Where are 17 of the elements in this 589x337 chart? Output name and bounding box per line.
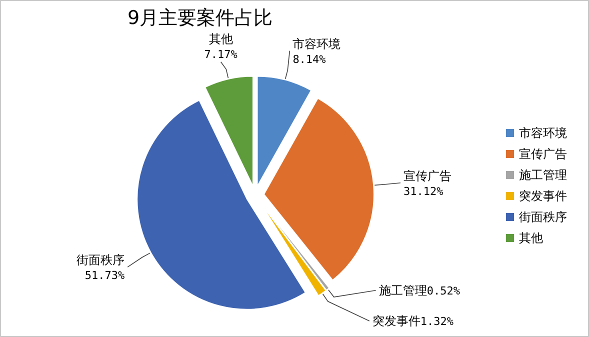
data-label: 0.52%	[426, 284, 460, 298]
slice-label: 宣传广告	[404, 168, 452, 183]
legend-label: 宣传广告	[519, 147, 567, 161]
legend-label: 市容环境	[519, 126, 567, 140]
data-label: 51.73%	[84, 269, 125, 282]
legend-label: 其他	[519, 231, 543, 245]
data-label: 1.32%	[420, 315, 454, 328]
slice-label: 街面秩序	[76, 253, 125, 268]
data-label: 31.12%	[404, 184, 444, 198]
data-label: 8.14%	[292, 52, 326, 66]
chart-title: 9月主要案件占比	[127, 7, 273, 29]
legend-label: 街面秩序	[519, 210, 567, 224]
data-label: 7.17%	[204, 48, 238, 61]
legend-label: 施工管理	[519, 168, 567, 182]
slice-label: 市容环境	[292, 36, 341, 51]
legend-label: 突发事件	[519, 189, 567, 203]
slice-label: 其他	[208, 32, 233, 46]
